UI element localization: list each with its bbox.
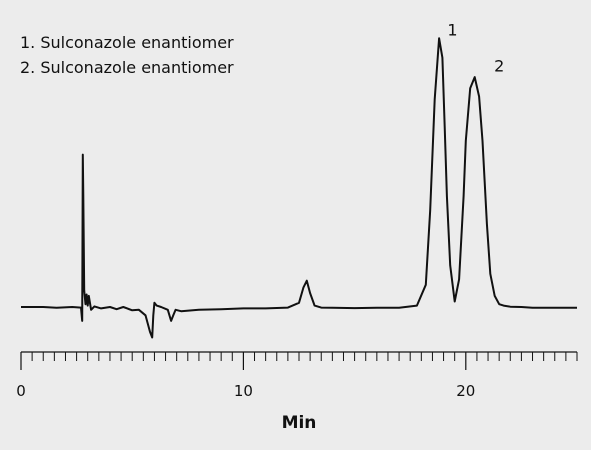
chromatogram-trace bbox=[21, 37, 577, 339]
legend-entry: 2. Sulconazole enantiomer bbox=[20, 58, 234, 77]
x-tick-label: 10 bbox=[234, 382, 253, 400]
peak-label: 1 bbox=[447, 21, 457, 40]
x-tick-label: 0 bbox=[16, 382, 26, 400]
legend-entry: 1. Sulconazole enantiomer bbox=[20, 33, 234, 52]
legend: 1. Sulconazole enantiomer 2. Sulconazole… bbox=[20, 30, 234, 80]
peak-label: 2 bbox=[494, 57, 504, 76]
x-tick-label: 20 bbox=[456, 382, 475, 400]
x-axis-title: Min bbox=[282, 413, 317, 433]
